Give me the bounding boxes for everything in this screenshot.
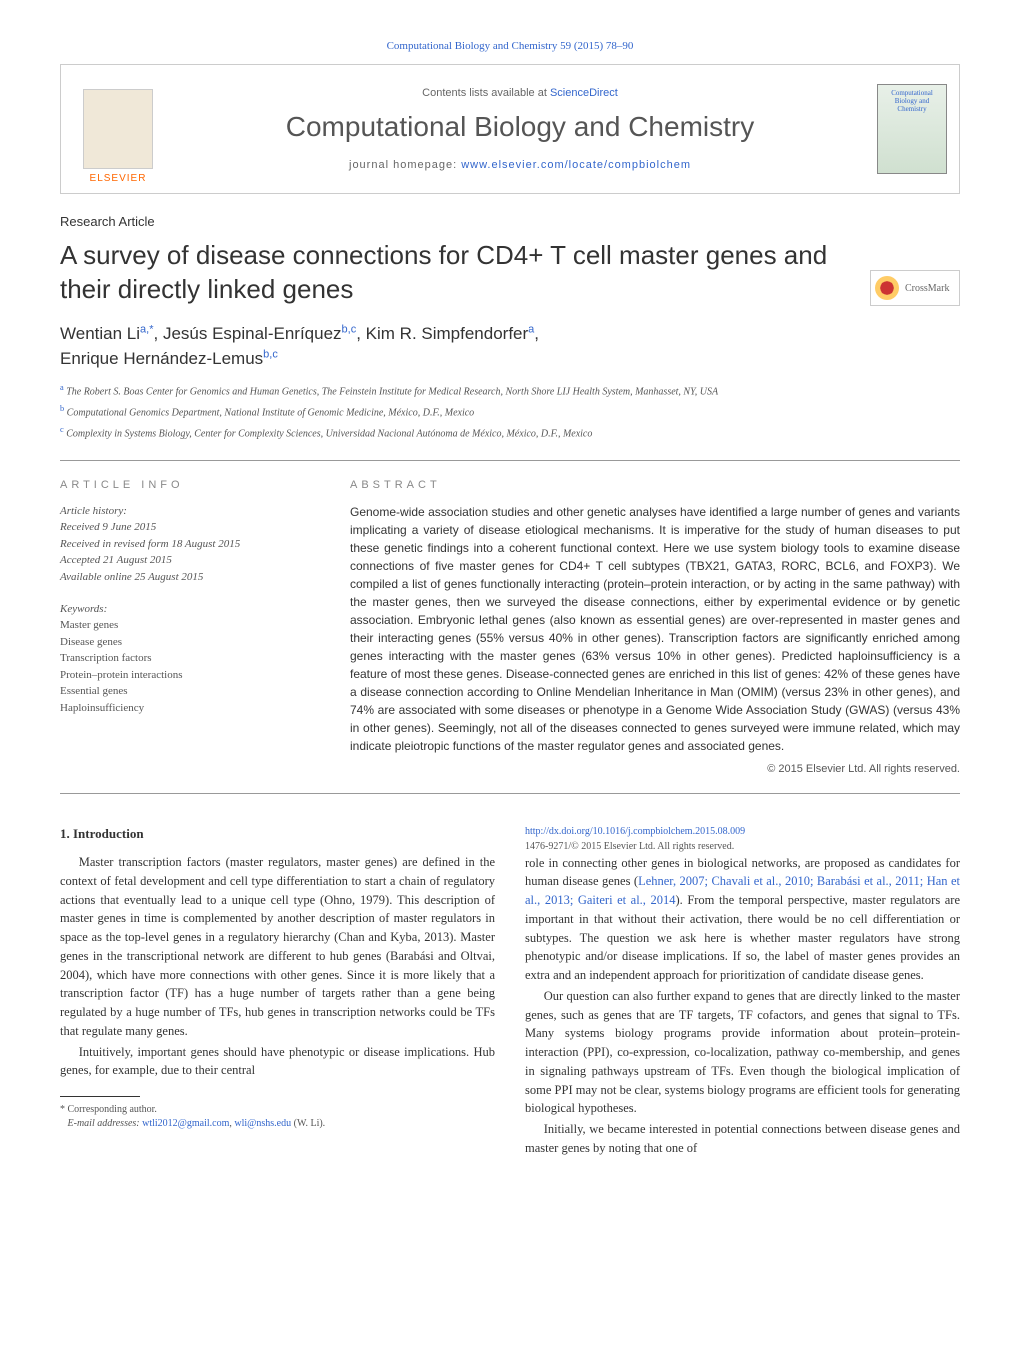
author-3: Kim R. Simpfendorfer (366, 324, 529, 343)
author-2-affil: b,c (342, 323, 357, 335)
homepage-prefix: journal homepage: (349, 159, 461, 171)
keyword: Essential genes (60, 683, 320, 700)
email-person: (W. Li). (294, 1118, 326, 1129)
received-date: Received 9 June 2015 (60, 519, 320, 536)
affiliation-b: b Computational Genomics Department, Nat… (60, 403, 960, 420)
keyword: Disease genes (60, 634, 320, 651)
body-paragraph-4: Our question can also further expand to … (525, 987, 960, 1118)
divider-top (60, 460, 960, 461)
section-heading-intro: 1. Introduction (60, 824, 495, 844)
history-label: Article history: (60, 503, 320, 520)
crossmark-badge[interactable]: CrossMark (870, 270, 960, 306)
journal-cover-thumb: Computational Biology and Chemistry (877, 84, 947, 174)
footnote-divider (60, 1096, 140, 1097)
keywords-list: Master genes Disease genes Transcription… (60, 617, 320, 716)
author-4-affil: b,c (263, 348, 278, 360)
homepage-line: journal homepage: www.elsevier.com/locat… (163, 159, 877, 171)
article-title: A survey of disease connections for CD4+… (60, 239, 960, 307)
body-paragraph-3: role in connecting other genes in biolog… (525, 854, 960, 985)
revised-date: Received in revised form 18 August 2015 (60, 536, 320, 553)
online-date: Available online 25 August 2015 (60, 569, 320, 586)
keyword: Haploinsufficiency (60, 700, 320, 717)
abstract-heading: ABSTRACT (350, 479, 960, 491)
elsevier-logo: ELSEVIER (73, 74, 163, 184)
body-paragraph-1: Master transcription factors (master reg… (60, 853, 495, 1041)
divider-bottom (60, 793, 960, 794)
publisher-name: ELSEVIER (90, 173, 147, 184)
keywords-label: Keywords: (60, 603, 320, 615)
keyword: Master genes (60, 617, 320, 634)
corresponding-footnote: * Corresponding author. E-mail addresses… (60, 1103, 495, 1131)
elsevier-tree-icon (83, 89, 153, 169)
doi-link[interactable]: http://dx.doi.org/10.1016/j.compbiolchem… (525, 824, 960, 839)
author-2: Jesús Espinal-Enríquez (163, 324, 342, 343)
info-abstract-row: ARTICLE INFO Article history: Received 9… (60, 479, 960, 775)
email-label: E-mail addresses: (68, 1118, 140, 1129)
journal-header-box: ELSEVIER Contents lists available at Sci… (60, 64, 960, 194)
issn-copyright: 1476-9271/© 2015 Elsevier Ltd. All right… (525, 839, 960, 854)
contents-prefix: Contents lists available at (422, 87, 550, 99)
author-4: Enrique Hernández-Lemus (60, 349, 263, 368)
author-1-affil: a,* (140, 323, 153, 335)
journal-header-center: Contents lists available at ScienceDirec… (163, 87, 877, 171)
email-link-1[interactable]: wtli2012@gmail.com (142, 1118, 229, 1129)
author-1: Wentian Li (60, 324, 140, 343)
article-type: Research Article (60, 214, 960, 229)
article-info-heading: ARTICLE INFO (60, 479, 320, 491)
sciencedirect-link[interactable]: ScienceDirect (550, 87, 618, 99)
article-info-column: ARTICLE INFO Article history: Received 9… (60, 479, 320, 775)
body-paragraph-2: Intuitively, important genes should have… (60, 1043, 495, 1081)
authors-line: Wentian Lia,*, Jesús Espinal-Enríquezb,c… (60, 321, 960, 372)
corresponding-label: Corresponding author. (68, 1104, 157, 1115)
keyword: Protein–protein interactions (60, 667, 320, 684)
affiliation-c: c Complexity in Systems Biology, Center … (60, 424, 960, 441)
abstract-column: ABSTRACT Genome-wide association studies… (350, 479, 960, 775)
author-3-affil: a (528, 323, 534, 335)
abstract-text: Genome-wide association studies and othe… (350, 503, 960, 755)
homepage-link[interactable]: www.elsevier.com/locate/compbiolchem (461, 159, 691, 171)
running-header: Computational Biology and Chemistry 59 (… (60, 40, 960, 52)
contents-line: Contents lists available at ScienceDirec… (163, 87, 877, 99)
abstract-copyright: © 2015 Elsevier Ltd. All rights reserved… (350, 763, 960, 775)
journal-name: Computational Biology and Chemistry (163, 111, 877, 143)
body-two-column: 1. Introduction Master transcription fac… (60, 824, 960, 1158)
accepted-date: Accepted 21 August 2015 (60, 552, 320, 569)
email-link-2[interactable]: wli@nshs.edu (234, 1118, 291, 1129)
keyword: Transcription factors (60, 650, 320, 667)
article-history: Article history: Received 9 June 2015 Re… (60, 503, 320, 586)
body-paragraph-5: Initially, we became interested in poten… (525, 1120, 960, 1158)
crossmark-icon (875, 276, 899, 300)
crossmark-label: CrossMark (905, 283, 949, 294)
affiliation-a: a The Robert S. Boas Center for Genomics… (60, 382, 960, 399)
